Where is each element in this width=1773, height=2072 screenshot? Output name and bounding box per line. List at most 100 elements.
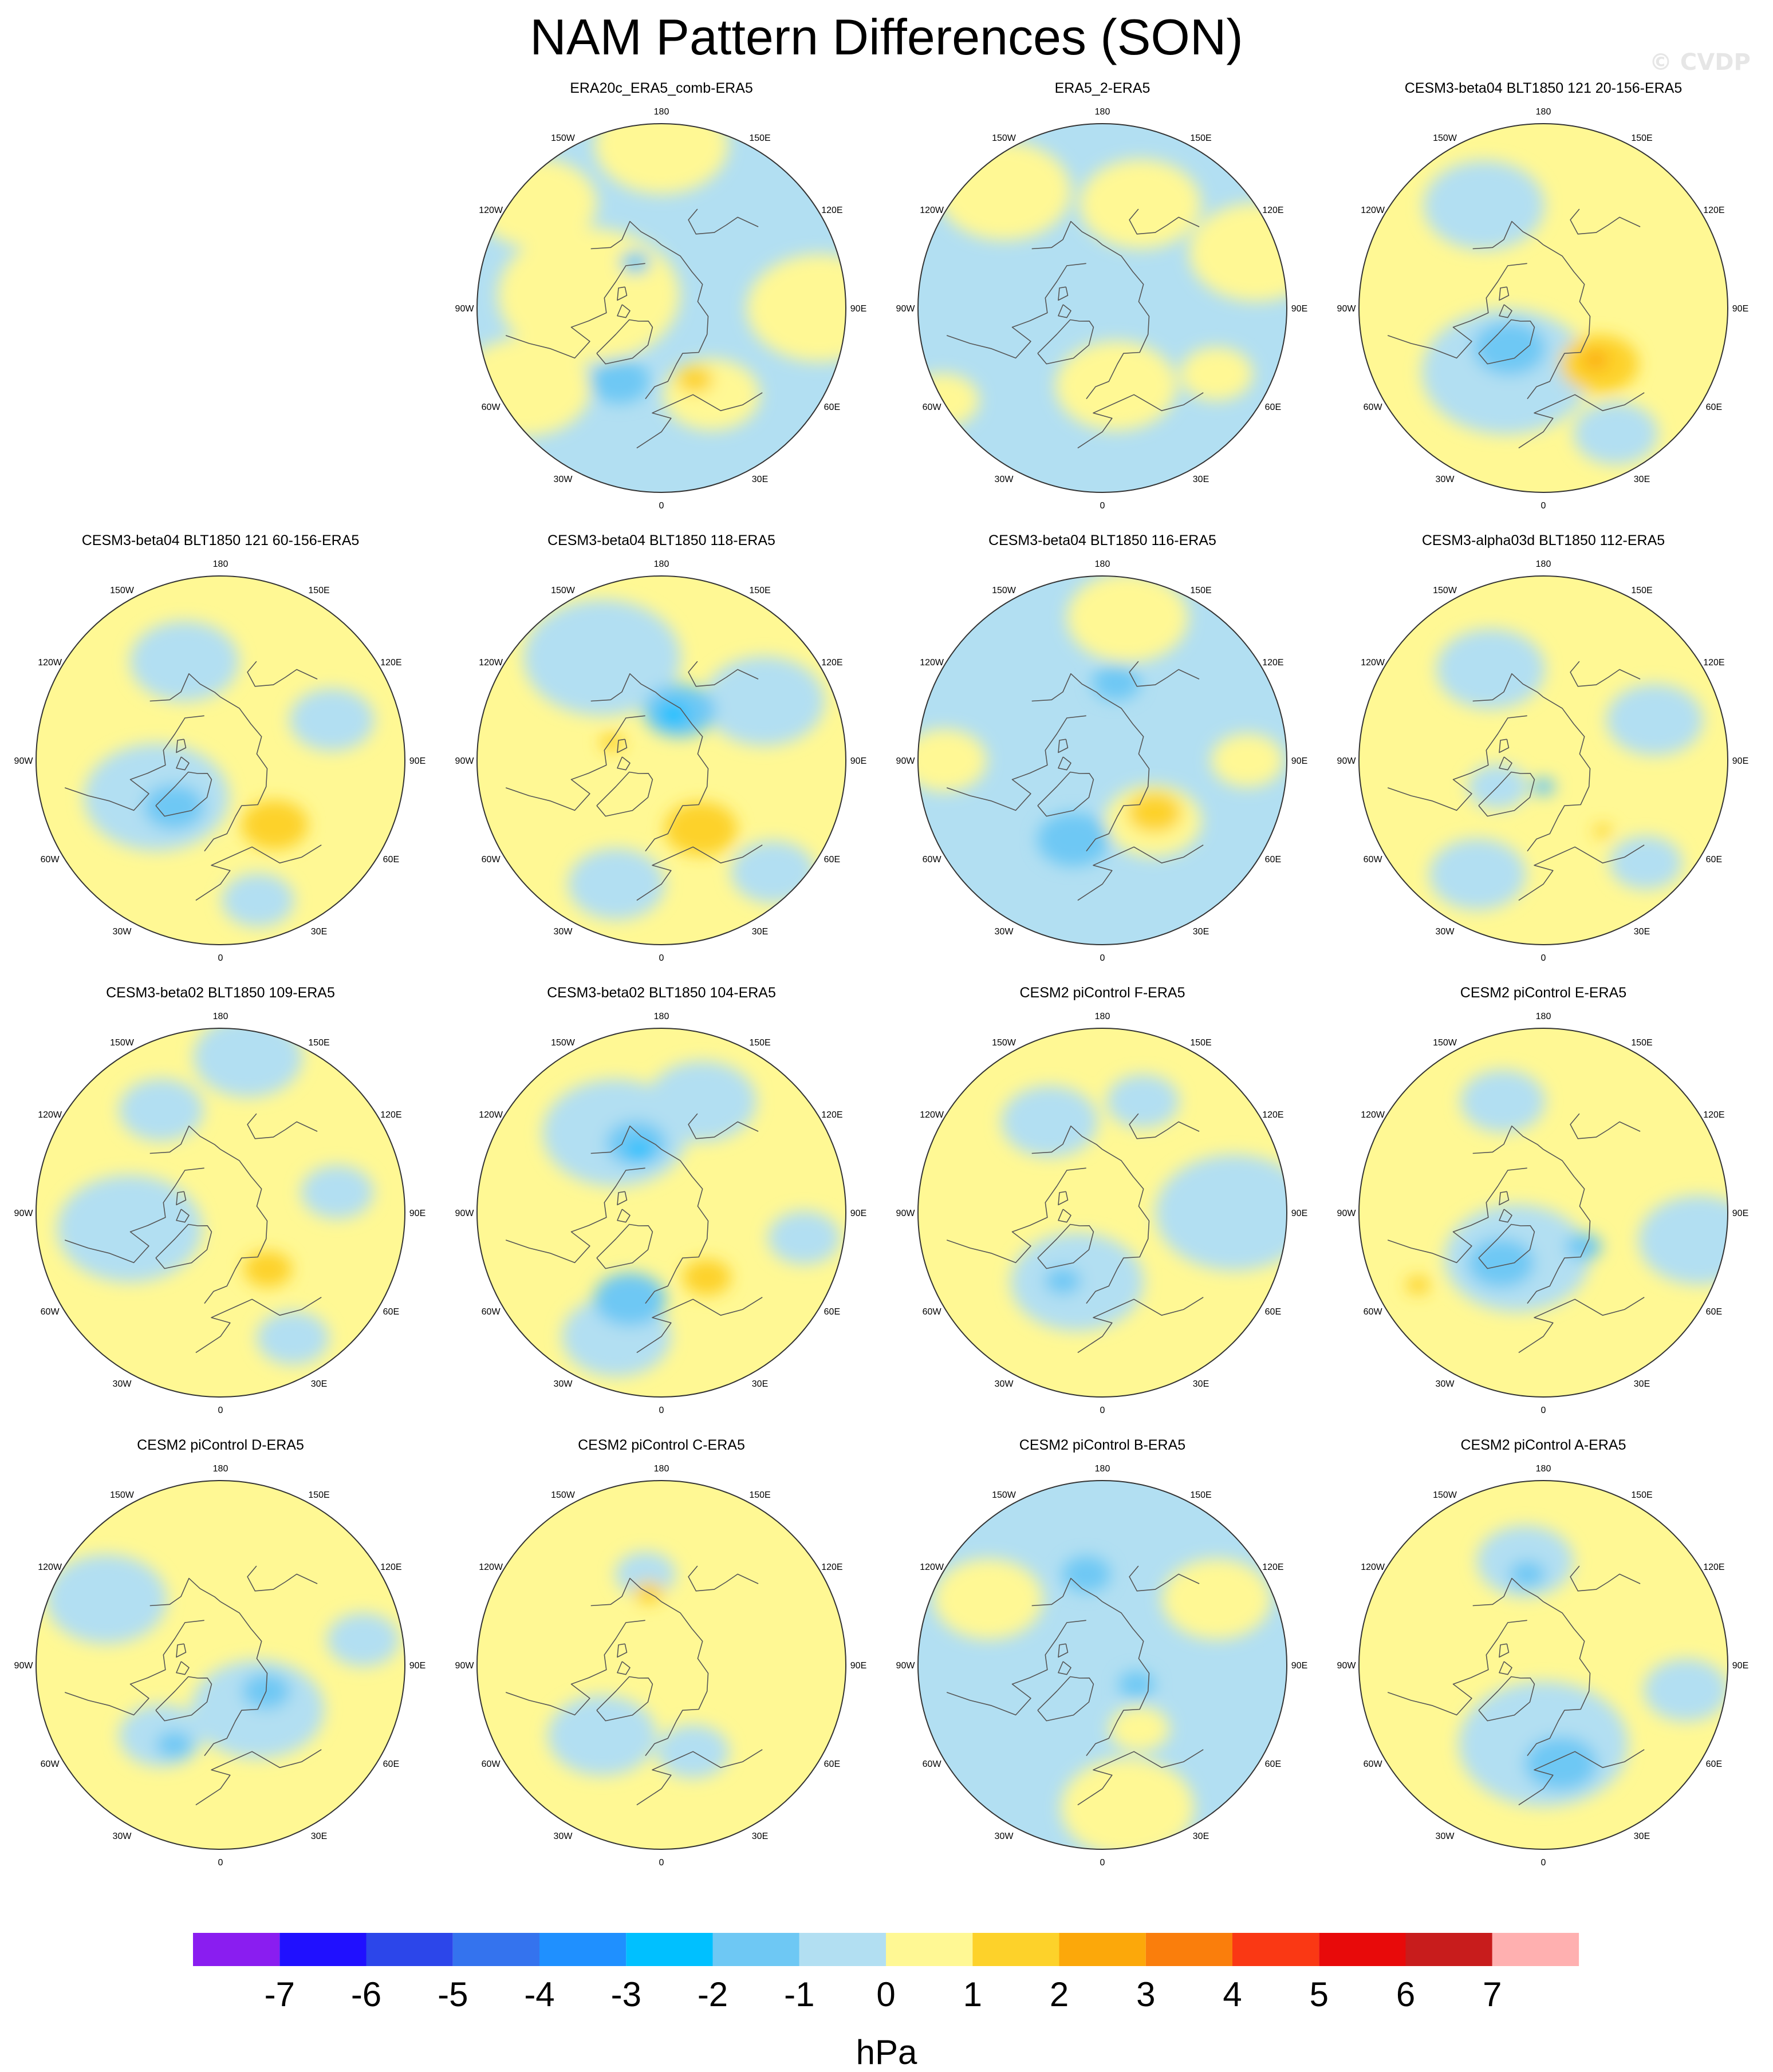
longitude-label: 0 — [659, 1858, 664, 1868]
longitude-label: 90E — [1291, 756, 1307, 766]
longitude-label: 30E — [1193, 1379, 1209, 1389]
polar-map: 180 150E 120E 90E 60E 30E 0 30W 60W 90W 120W 150W — [14, 559, 426, 963]
anomaly-region — [658, 703, 689, 726]
coastline — [1037, 1676, 1094, 1722]
panel-title: CESM2 piControl B-ERA5 — [1019, 1437, 1186, 1453]
panel-title: CESM3-beta04 BLT1850 118-ERA5 — [547, 532, 775, 548]
coastline — [617, 1209, 631, 1223]
longitude-label: 30W — [554, 927, 573, 937]
longitude-label: 120W — [920, 206, 944, 215]
anomaly-region — [1180, 347, 1253, 401]
map-boundary — [36, 1028, 405, 1398]
coastline — [617, 1191, 628, 1206]
coastline — [204, 1601, 268, 1757]
coastline — [1387, 263, 1527, 359]
coastline — [1478, 319, 1535, 365]
map-background — [36, 1481, 405, 1849]
anomaly-region — [257, 1311, 329, 1365]
panel-title: CESM3-beta02 BLT1850 109-ERA5 — [106, 985, 335, 1001]
coastline — [688, 1565, 759, 1592]
longitude-label: 30W — [113, 1379, 132, 1389]
longitude-label: 30W — [1436, 475, 1455, 484]
coastline — [1499, 1191, 1510, 1206]
coastline — [1058, 1191, 1069, 1206]
colorbar-tick-label: -5 — [438, 1975, 468, 2014]
coastline — [617, 304, 631, 318]
coastline — [1129, 661, 1200, 687]
coastline — [1472, 1125, 1544, 1154]
anomaly-region — [301, 1165, 374, 1219]
anomaly-region — [593, 1272, 667, 1327]
map-panel: CESM3-beta02 BLT1850 109-ERA5 180 150E 120E… — [0, 985, 441, 1431]
longitude-label: 120W — [1361, 1110, 1385, 1120]
anomaly-region — [594, 124, 728, 194]
longitude-label: 30E — [752, 927, 768, 937]
longitude-label: 90E — [1291, 304, 1307, 314]
coastline — [176, 756, 190, 771]
polar-map: 180 150E 120E 90E 60E 30E 0 30W 60W 90W 120W 150W — [455, 559, 867, 963]
longitude-label: 90W — [1337, 1661, 1357, 1671]
map-background — [1359, 576, 1728, 945]
longitude-label: 30E — [1634, 1379, 1650, 1389]
coastline — [176, 1191, 187, 1206]
coastline — [1499, 1209, 1512, 1223]
longitude-label: 60W — [41, 855, 60, 865]
panel-title: CESM2 piControl D-ERA5 — [137, 1437, 304, 1453]
map-background — [477, 1481, 846, 1849]
longitude-label: 120E — [1703, 206, 1724, 215]
longitude-label: 150W — [551, 133, 576, 143]
map-background — [36, 576, 405, 945]
coastline — [1058, 1209, 1071, 1223]
polar-map: 180 150E 120E 90E 60E 30E 0 30W 60W 90W 120W 150W — [14, 1464, 426, 1868]
coastline — [1058, 304, 1071, 318]
polar-map: 180 150E 120E 90E 60E 30E 0 30W 60W 90W 120W 150W — [1337, 1464, 1749, 1868]
polar-map: 180 150E 120E 90E 60E 30E 0 30W 60W 90W 120W 150W — [896, 107, 1308, 511]
colorbar-swatch — [712, 1933, 799, 1966]
anomaly-region — [1189, 203, 1287, 302]
longitude-label: 60W — [923, 1759, 942, 1769]
anomaly-region — [1423, 160, 1545, 250]
colorbar-swatch — [366, 1933, 453, 1966]
anomaly-region — [703, 656, 825, 746]
longitude-label: 30W — [995, 1832, 1014, 1841]
longitude-label: 30W — [995, 927, 1014, 937]
colorbar-tick-label: 1 — [963, 1975, 982, 2014]
longitude-label: 30W — [113, 927, 132, 937]
longitude-label: 30W — [1436, 1832, 1455, 1841]
anomaly-region — [682, 1259, 731, 1296]
longitude-label: 180 — [1095, 559, 1110, 569]
map-panel: CESM2 piControl D-ERA5 180 150E 120E 90E 60E 3… — [0, 1437, 441, 1884]
polar-map: 180 150E 120E 90E 60E 30E 0 30W 60W 90W 120W 150W — [455, 1012, 867, 1415]
longitude-label: 120W — [1361, 1562, 1385, 1572]
colorbar-swatch — [452, 1933, 540, 1966]
anomaly-region — [1106, 1074, 1180, 1128]
coastline — [1031, 220, 1103, 250]
colorbar: -7 -6 -5 -4 -3 -2 -1 0 1 2 3 4 5 6 7 — [193, 1933, 1579, 2014]
longitude-label: 120W — [38, 1110, 62, 1120]
coastline — [149, 1577, 221, 1607]
longitude-label: 90E — [1732, 756, 1748, 766]
coastline — [590, 220, 662, 250]
anomaly-region — [1565, 1233, 1602, 1260]
coastline — [596, 1224, 653, 1269]
map-background — [918, 576, 1287, 945]
anomaly-region — [1524, 1736, 1597, 1791]
coastline — [1527, 1601, 1591, 1757]
longitude-label: 150E — [1190, 586, 1211, 595]
coastline — [195, 1297, 322, 1353]
longitude-label: 120E — [821, 658, 842, 668]
longitude-label: 150W — [1433, 1038, 1457, 1048]
map-panel: ERA5_2-ERA5 180 150E 120E 90E 60E 30E 0 30W 60W 90… — [882, 80, 1323, 527]
coastline — [176, 1209, 190, 1223]
coastline — [1518, 844, 1645, 901]
longitude-label: 120W — [920, 1562, 944, 1572]
colorbar-tick-label: 3 — [1136, 1975, 1155, 2014]
longitude-label: 120W — [479, 1110, 503, 1120]
longitude-label: 90E — [850, 304, 866, 314]
coastline — [1527, 1149, 1591, 1304]
coastline — [505, 1167, 645, 1264]
map-boundary — [476, 123, 846, 493]
coastline — [1472, 220, 1544, 250]
anomaly-region — [1127, 792, 1182, 833]
longitude-label: 60W — [1364, 855, 1383, 865]
